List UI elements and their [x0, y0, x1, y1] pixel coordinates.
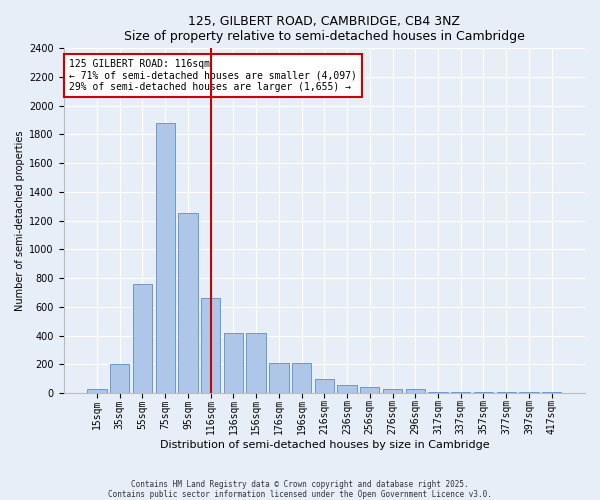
Bar [497, 392, 516, 393]
Bar [224, 332, 243, 393]
Y-axis label: Number of semi-detached properties: Number of semi-detached properties [15, 130, 25, 311]
X-axis label: Distribution of semi-detached houses by size in Cambridge: Distribution of semi-detached houses by … [160, 440, 489, 450]
Bar [269, 363, 289, 393]
Bar [133, 284, 152, 393]
Bar [314, 378, 334, 393]
Bar [201, 298, 220, 393]
Bar [360, 387, 379, 393]
Bar [88, 388, 107, 393]
Bar [337, 385, 357, 393]
Bar [110, 364, 130, 393]
Bar [519, 392, 539, 393]
Title: 125, GILBERT ROAD, CAMBRIDGE, CB4 3NZ
Size of property relative to semi-detached: 125, GILBERT ROAD, CAMBRIDGE, CB4 3NZ Si… [124, 15, 525, 43]
Bar [428, 392, 448, 393]
Text: 125 GILBERT ROAD: 116sqm
← 71% of semi-detached houses are smaller (4,097)
29% o: 125 GILBERT ROAD: 116sqm ← 71% of semi-d… [69, 58, 357, 92]
Bar [247, 332, 266, 393]
Bar [406, 390, 425, 393]
Bar [155, 123, 175, 393]
Bar [474, 392, 493, 393]
Bar [542, 392, 562, 393]
Bar [451, 392, 470, 393]
Text: Contains HM Land Registry data © Crown copyright and database right 2025.
Contai: Contains HM Land Registry data © Crown c… [108, 480, 492, 499]
Bar [292, 363, 311, 393]
Bar [383, 390, 402, 393]
Bar [178, 214, 197, 393]
